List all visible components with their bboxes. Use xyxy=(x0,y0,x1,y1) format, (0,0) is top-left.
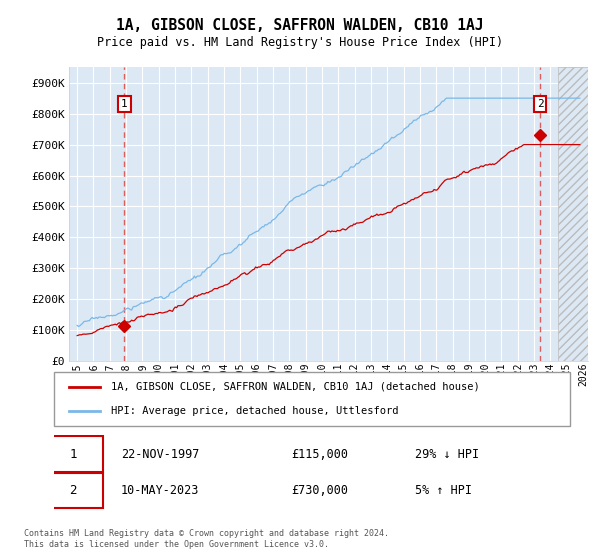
Bar xyxy=(558,67,591,361)
Text: 1: 1 xyxy=(121,99,128,109)
Text: Price paid vs. HM Land Registry's House Price Index (HPI): Price paid vs. HM Land Registry's House … xyxy=(97,36,503,49)
Text: 29% ↓ HPI: 29% ↓ HPI xyxy=(415,447,479,461)
Text: 1: 1 xyxy=(70,447,77,461)
Text: 1A, GIBSON CLOSE, SAFFRON WALDEN, CB10 1AJ (detached house): 1A, GIBSON CLOSE, SAFFRON WALDEN, CB10 1… xyxy=(111,382,479,392)
FancyBboxPatch shape xyxy=(44,473,103,508)
Text: 22-NOV-1997: 22-NOV-1997 xyxy=(121,447,199,461)
Text: 10-MAY-2023: 10-MAY-2023 xyxy=(121,484,199,497)
Text: 2: 2 xyxy=(70,484,77,497)
Text: 5% ↑ HPI: 5% ↑ HPI xyxy=(415,484,472,497)
FancyBboxPatch shape xyxy=(44,436,103,472)
Text: 1A, GIBSON CLOSE, SAFFRON WALDEN, CB10 1AJ: 1A, GIBSON CLOSE, SAFFRON WALDEN, CB10 1… xyxy=(116,18,484,32)
FancyBboxPatch shape xyxy=(54,372,570,426)
Text: £115,000: £115,000 xyxy=(292,447,349,461)
Text: HPI: Average price, detached house, Uttlesford: HPI: Average price, detached house, Uttl… xyxy=(111,406,398,416)
Text: Contains HM Land Registry data © Crown copyright and database right 2024.
This d: Contains HM Land Registry data © Crown c… xyxy=(24,529,389,549)
Text: 2: 2 xyxy=(537,99,544,109)
Text: £730,000: £730,000 xyxy=(292,484,349,497)
